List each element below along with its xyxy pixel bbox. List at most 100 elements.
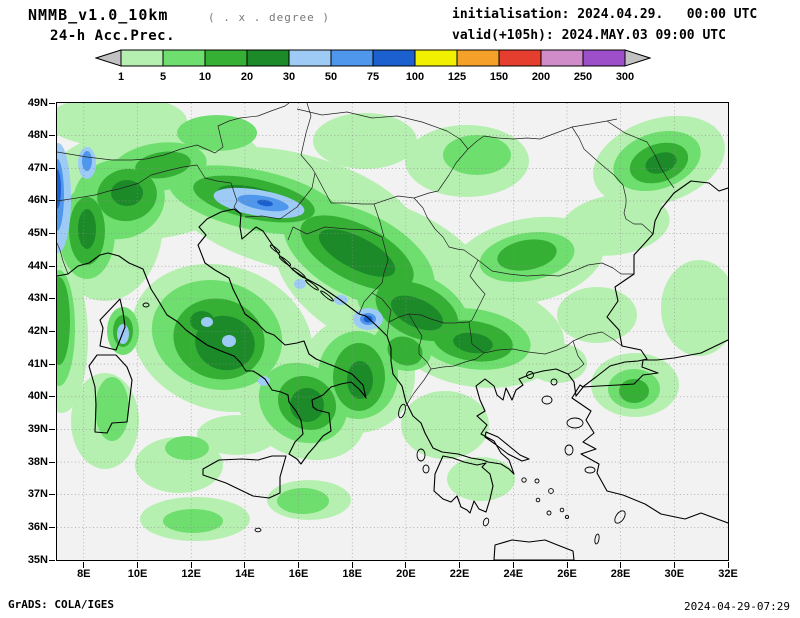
lat-tick: [49, 494, 55, 496]
lat-axis-label: 47N: [27, 161, 48, 174]
colorbar-tick-label: 50: [325, 71, 337, 83]
lon-tick: [190, 562, 192, 568]
colorbar-underflow-arrow: [94, 49, 122, 67]
precip-shading: [57, 103, 728, 541]
island: [305, 279, 319, 291]
colorbar-tick-label: 150: [490, 71, 508, 83]
lon-tick: [566, 562, 568, 568]
lon-tick: [459, 562, 461, 568]
colorbar-segment: [246, 49, 290, 67]
lat-axis-label: 46N: [27, 194, 48, 207]
lat-tick: [49, 298, 55, 300]
lat-tick: [49, 363, 55, 365]
lon-axis-label: 28E: [610, 568, 631, 580]
coastline-sicily: [202, 455, 287, 499]
lon-tick: [405, 562, 407, 568]
colorbar-segment: [540, 49, 584, 67]
island: [278, 256, 292, 266]
lat-tick: [49, 526, 55, 528]
island: [398, 403, 406, 419]
border-bulgaria: [468, 259, 623, 375]
lat-axis-label: 44N: [27, 259, 48, 272]
island: [526, 371, 534, 379]
lon-tick: [512, 562, 514, 568]
variable-label: 24-h Acc.Prec.: [50, 28, 176, 44]
island: [548, 488, 554, 494]
lon-axis-label: 12E: [181, 568, 201, 580]
lon-tick: [673, 562, 675, 568]
precip-75-100mm: [57, 169, 373, 323]
island: [564, 514, 570, 520]
lon-axis-label: 10E: [127, 568, 148, 580]
coastline-sardinia: [88, 354, 133, 434]
border-alps: [57, 164, 242, 215]
lat-axis-label: 37N: [27, 488, 48, 501]
colorbar-tick-label: 250: [574, 71, 592, 83]
colorbar-segment: [162, 49, 206, 67]
island: [534, 478, 540, 484]
island: [584, 466, 596, 474]
island: [594, 533, 600, 545]
grads-credit: GrADS: COLA/IGES: [8, 598, 114, 611]
colorbar-tick-label: 20: [241, 71, 253, 83]
colorbar-segment: [372, 49, 416, 67]
lon-axis-label: 20E: [396, 568, 416, 580]
island: [546, 510, 552, 516]
border-central-europe: [57, 103, 290, 161]
coastline-euboea: [484, 431, 530, 462]
lat-tick: [49, 167, 55, 169]
lat-axis-label: 43N: [27, 292, 48, 305]
lat-axis-label: 42N: [27, 325, 48, 337]
lon-axis-label: 14E: [235, 568, 255, 580]
island: [614, 510, 626, 524]
island: [269, 244, 281, 254]
lon-tick: [83, 562, 85, 568]
lon-tick: [137, 562, 138, 568]
coastline-italy: [57, 208, 367, 465]
border-slovenia-croatia: [244, 172, 316, 220]
colorbar-segment: [288, 49, 332, 67]
island: [559, 507, 565, 513]
lon-axis-label: 22E: [449, 568, 470, 580]
coastline-balkans-blacksea: [239, 180, 728, 475]
coastline-peloponnese: [433, 455, 494, 514]
lat-tick: [49, 461, 55, 463]
island: [142, 302, 150, 308]
lat-tick: [49, 102, 55, 104]
lon-axis-label: 18E: [342, 568, 362, 580]
border-france-italy: [57, 242, 69, 275]
island: [541, 395, 553, 405]
lat-tick: [49, 396, 55, 398]
lat-axis-label: 49N: [27, 96, 48, 109]
colorbar-segment: [414, 49, 458, 67]
lon-tick: [298, 562, 300, 568]
coastline-crete: [493, 539, 575, 560]
lon-axis-label: 26E: [557, 568, 577, 580]
lat-axis-label: 45N: [27, 227, 48, 240]
lon-axis-label: 30E: [664, 568, 685, 580]
island: [535, 497, 541, 503]
coastlines: [57, 180, 728, 560]
island: [292, 267, 306, 279]
colorbar-tick-label: 1: [118, 71, 124, 83]
island: [254, 527, 262, 533]
lat-axis-label: 35N: [27, 553, 48, 566]
lon-axis-label: 24E: [503, 568, 524, 580]
lat-tick: [49, 233, 55, 235]
border-bosnia: [287, 226, 389, 315]
colorbar-tick-label: 75: [367, 71, 379, 83]
coastline-anatolia: [571, 339, 728, 524]
lat-tick: [49, 559, 55, 561]
model-title: NMMB_v1.0_10km: [28, 6, 169, 24]
lat-axis-label: 39N: [27, 422, 48, 435]
island: [521, 477, 527, 483]
lon-axis-label: 8E: [77, 568, 91, 580]
border-slovakia-hungary: [296, 108, 469, 150]
colorbar-tick-label: 125: [448, 71, 466, 83]
island: [566, 417, 584, 429]
island: [416, 448, 426, 462]
lon-axis-label: 32E: [718, 568, 738, 580]
creation-timestamp: 2024-04-29-07:29: [684, 600, 790, 613]
lat-tick: [49, 428, 55, 430]
colorbar-segment: [330, 49, 374, 67]
